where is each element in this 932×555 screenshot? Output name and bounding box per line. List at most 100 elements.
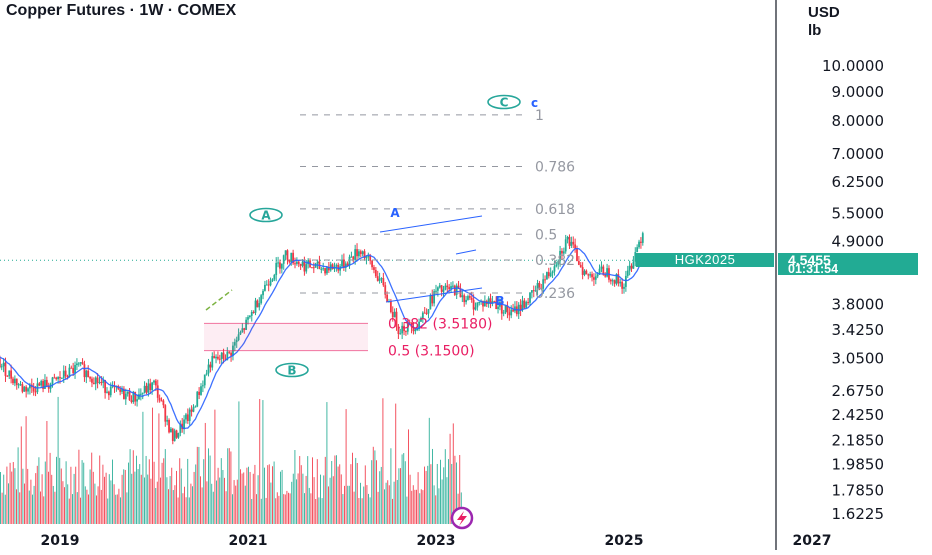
volume-bar [292, 473, 294, 524]
volume-bar [110, 480, 112, 524]
candle-body [12, 378, 14, 384]
volume-bar [302, 473, 304, 524]
volume-bar [393, 481, 395, 524]
volume-bar [430, 464, 432, 524]
volume-bar [193, 471, 195, 524]
candle-body [408, 322, 411, 324]
candle-body [566, 236, 569, 240]
volume-bar [94, 483, 96, 524]
candle-body [453, 285, 456, 295]
candle-body [179, 423, 182, 434]
volume-bar [212, 491, 214, 524]
volume-bar [297, 473, 299, 524]
candle-body [425, 312, 428, 314]
volume-bar [377, 491, 379, 524]
channel-mid-line [455, 249, 477, 255]
candle-body [2, 362, 5, 367]
candle-body [327, 267, 330, 271]
fib-extension-label: 0.618 [535, 202, 575, 218]
candle-body [213, 356, 216, 359]
volume-bar [331, 461, 333, 524]
volume-bar [339, 464, 341, 524]
candle-body [271, 279, 274, 282]
candle-body [205, 373, 208, 375]
volume-bar [446, 477, 448, 524]
volume-bar [320, 474, 321, 524]
candle-body [13, 378, 16, 384]
candle-body [431, 295, 434, 304]
volume-bar [73, 473, 75, 524]
volume-bar [403, 453, 405, 524]
candle-body [156, 385, 159, 398]
volume-bar [310, 493, 312, 524]
candle-body [19, 384, 22, 386]
volume-bar [184, 486, 185, 524]
candle-body [562, 251, 565, 254]
symbol-tag: HGK2025 [636, 253, 774, 267]
volume-bar [371, 460, 373, 524]
volume-bar [20, 426, 22, 524]
candle-body [619, 281, 622, 284]
candle-body [130, 400, 133, 403]
volume-bar [217, 467, 219, 524]
candle-body [489, 298, 492, 304]
candle-body [145, 385, 148, 393]
volume-bar [155, 487, 157, 524]
candle-body [358, 251, 360, 257]
volume-bar [227, 448, 229, 524]
candle-body [74, 365, 76, 374]
volume-bar [262, 400, 264, 524]
currency-unit-selector[interactable]: USD lb [804, 2, 922, 42]
candle-body [17, 384, 20, 386]
candle-body [294, 263, 296, 265]
volume-bar [214, 409, 216, 524]
candle-body [260, 295, 263, 304]
candle-body [529, 292, 531, 303]
candle-body [243, 328, 246, 330]
volume-bar [444, 449, 446, 524]
candle-body [248, 315, 251, 318]
candle-body [423, 312, 426, 314]
volume-bar [278, 495, 280, 524]
candle-body [500, 301, 503, 314]
candle-body [559, 250, 561, 262]
volume-bar [395, 403, 397, 524]
volume-bar [313, 477, 315, 524]
candle-body [399, 333, 402, 335]
candle-body [247, 317, 249, 320]
candle-body [10, 370, 13, 379]
volume-bar [433, 485, 435, 524]
candle-body [438, 285, 441, 288]
volume-bar [356, 463, 358, 524]
lightning-icon [457, 511, 467, 526]
volume-bar [166, 477, 168, 524]
candle-body [87, 370, 90, 378]
time-tick-label: 2025 [605, 533, 644, 549]
volume-bar [152, 407, 153, 524]
volume-bar [384, 489, 385, 524]
candle-body [532, 290, 535, 292]
volume-bar [392, 498, 393, 524]
volume-bar [32, 494, 33, 524]
candle-body [173, 430, 176, 441]
volume-bar [246, 467, 248, 524]
time-tick-label: 2027 [793, 533, 832, 549]
candle-body [461, 295, 464, 298]
volume-bar [198, 446, 200, 524]
volume-bar [382, 398, 384, 524]
volume-bar [43, 496, 45, 524]
candle-body [609, 279, 612, 282]
volume-bar [417, 472, 419, 524]
volume-bar [363, 486, 365, 524]
candle-body [452, 285, 454, 287]
volume-bar [19, 492, 21, 524]
volume-bar [428, 417, 430, 524]
candle-body [326, 267, 328, 274]
volume-bar [427, 465, 429, 524]
volume-bar [126, 492, 128, 524]
volume-bar [156, 481, 158, 524]
volume-bar [91, 452, 93, 524]
channel-upper-line [379, 215, 483, 233]
